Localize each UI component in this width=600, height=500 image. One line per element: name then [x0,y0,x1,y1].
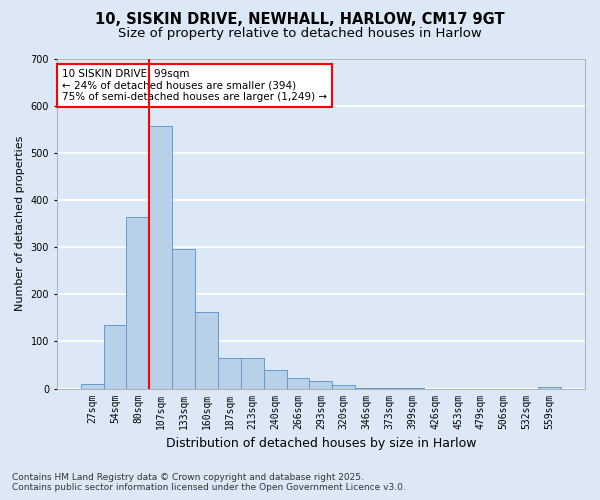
Bar [81,384,104,388]
Bar [332,385,355,388]
Bar [287,378,310,388]
Bar [104,325,127,388]
Bar [195,312,218,388]
Bar [310,382,332,388]
Text: 10, SISKIN DRIVE, NEWHALL, HARLOW, CM17 9GT: 10, SISKIN DRIVE, NEWHALL, HARLOW, CM17 … [95,12,505,28]
X-axis label: Distribution of detached houses by size in Harlow: Distribution of detached houses by size … [166,437,476,450]
Text: Contains HM Land Registry data © Crown copyright and database right 2025.
Contai: Contains HM Land Registry data © Crown c… [12,473,406,492]
Bar [149,126,172,388]
Bar [241,358,263,388]
Bar [172,248,195,388]
Bar [538,387,561,388]
Y-axis label: Number of detached properties: Number of detached properties [15,136,25,312]
Text: 10 SISKIN DRIVE: 99sqm
← 24% of detached houses are smaller (394)
75% of semi-de: 10 SISKIN DRIVE: 99sqm ← 24% of detached… [62,69,327,102]
Bar [218,358,241,388]
Bar [263,370,287,388]
Text: Size of property relative to detached houses in Harlow: Size of property relative to detached ho… [118,28,482,40]
Bar [127,216,149,388]
